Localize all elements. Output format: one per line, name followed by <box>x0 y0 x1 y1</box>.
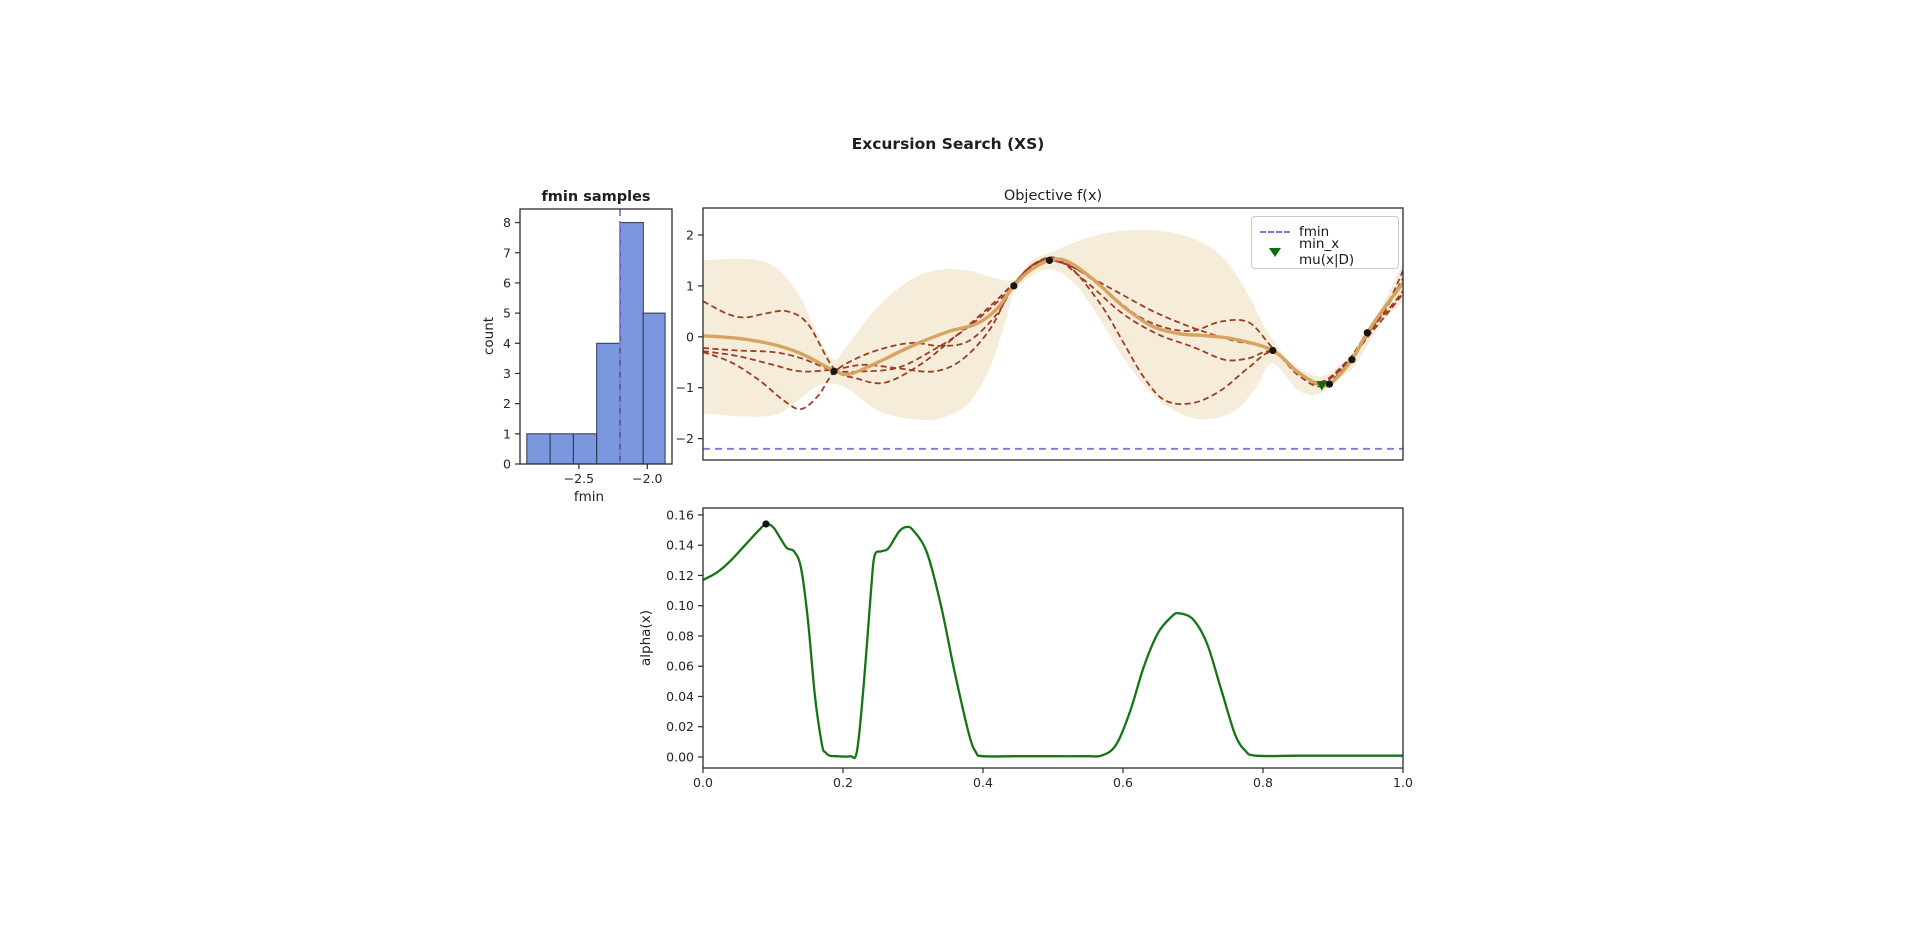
alpha-ylabel: alpha(x) <box>638 610 654 666</box>
hist-bar <box>619 222 644 465</box>
objective-title: Objective f(x) <box>1003 188 1103 204</box>
hist-ylabel: count <box>481 316 497 356</box>
legend-fmin-label: fmin <box>1299 224 1330 240</box>
hist-bar <box>526 433 551 465</box>
y-tick-label: 0 <box>686 329 694 344</box>
x-tick-label: 0.4 <box>973 775 993 790</box>
hist-bar <box>642 312 666 465</box>
axes-frame <box>702 507 1404 769</box>
y-tick-label: 2 <box>503 396 511 411</box>
y-tick-label: 0.06 <box>666 659 694 674</box>
y-tick-label: 0.02 <box>666 719 694 734</box>
y-tick-label: −1 <box>676 380 694 395</box>
hist-xlabel: fmin <box>573 489 605 505</box>
y-tick-label: 2 <box>686 227 694 242</box>
alpha-curve <box>703 522 1403 760</box>
x-tick-label: 0.2 <box>833 775 853 790</box>
x-tick-label: −2.5 <box>564 471 594 486</box>
observation-dot <box>830 367 838 375</box>
min-mu-triangle-icon <box>1260 247 1290 257</box>
legend-row-min-mu: min_x mu(x|D) <box>1260 236 1389 268</box>
legend-box: fmin min_x mu(x|D) <box>1251 216 1399 269</box>
gp-mean-line <box>703 257 1403 388</box>
figure-title: Excursion Search (XS) <box>851 135 1045 153</box>
y-tick-label: 1 <box>503 426 511 441</box>
y-tick-label: 4 <box>503 336 511 351</box>
fmin-dashed-line-icon <box>1260 231 1290 233</box>
x-tick-label: 1.0 <box>1393 775 1413 790</box>
y-tick-label: −2 <box>676 431 694 446</box>
y-tick-label: 0.00 <box>666 749 694 764</box>
alpha-peak-dot <box>762 520 770 528</box>
hist-title: fmin samples <box>541 189 651 205</box>
axes-frame <box>519 208 673 465</box>
legend-row-fmin: fmin <box>1260 222 1389 242</box>
min-mu-marker <box>1316 381 1328 391</box>
observation-dot <box>1363 329 1371 337</box>
hist-bar <box>572 433 598 465</box>
y-tick-label: 0.16 <box>666 507 694 522</box>
gp-sample-path <box>703 256 1403 411</box>
observation-dot <box>1325 380 1334 388</box>
observation-dot <box>1269 346 1277 355</box>
axes-frame <box>702 207 1404 461</box>
x-tick-label: −2.0 <box>632 471 662 486</box>
gp-uncertainty-band <box>703 229 1403 421</box>
y-tick-label: 1 <box>686 278 694 293</box>
y-tick-label: 8 <box>503 215 511 230</box>
x-tick-label: 0.6 <box>1113 775 1133 790</box>
y-tick-label: 0.14 <box>666 538 694 553</box>
y-tick-label: 0.04 <box>666 689 694 704</box>
x-tick-label: 0.0 <box>693 775 713 790</box>
y-tick-label: 0.12 <box>666 568 694 583</box>
y-tick-label: 0 <box>503 457 511 472</box>
y-tick-label: 0.08 <box>666 628 694 643</box>
y-tick-label: 3 <box>503 366 511 381</box>
observation-dot <box>1045 256 1054 264</box>
observation-dot <box>1348 356 1356 364</box>
y-tick-label: 0.10 <box>666 598 694 613</box>
hist-bar <box>596 342 621 465</box>
legend-min-mu-label: min_x mu(x|D) <box>1299 236 1355 268</box>
x-tick-label: 0.8 <box>1253 775 1273 790</box>
y-tick-label: 7 <box>503 245 511 260</box>
hist-bar <box>549 433 574 465</box>
y-tick-label: 6 <box>503 275 511 290</box>
observation-dot <box>1010 282 1018 290</box>
y-tick-label: 5 <box>503 306 511 321</box>
